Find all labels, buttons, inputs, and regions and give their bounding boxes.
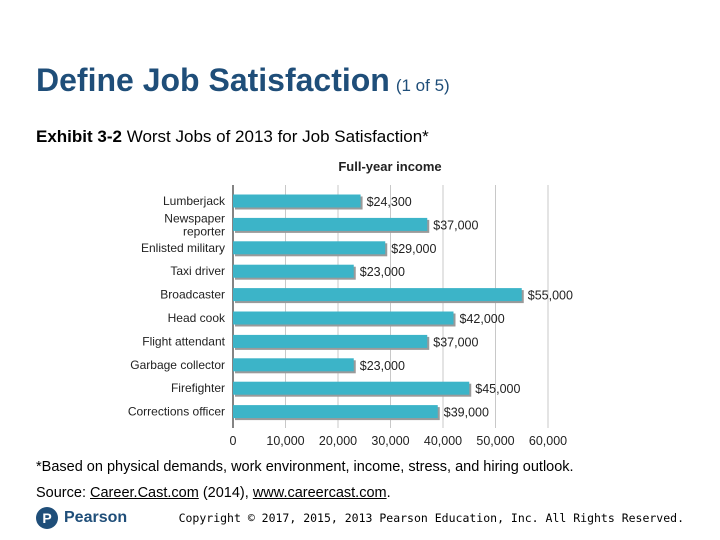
category-label: Firefighter [171, 381, 225, 395]
category-label: Newspaper [164, 211, 225, 225]
bar [233, 194, 361, 208]
bar [233, 264, 354, 278]
category-label: Garbage collector [130, 358, 225, 372]
bar-value-label: $29,000 [391, 242, 436, 256]
bar-value-label: $37,000 [433, 335, 478, 349]
copyright-notice: Copyright © 2017, 2015, 2013 Pearson Edu… [178, 511, 684, 525]
category-label: Broadcaster [160, 288, 225, 302]
slide-title-text: Define Job Satisfaction [36, 62, 390, 98]
x-tick-label: 50,000 [476, 434, 514, 448]
bar-value-label: $55,000 [528, 289, 573, 303]
category-label: Head cook [168, 311, 226, 325]
bar [233, 311, 454, 325]
x-tick-label: 30,000 [371, 434, 409, 448]
bar [233, 405, 438, 419]
footnote: *Based on physical demands, work environ… [36, 459, 574, 475]
exhibit-number: Exhibit 3-2 [36, 127, 122, 146]
pearson-logo: P Pearson [36, 507, 127, 529]
bar-value-label: $23,000 [360, 359, 405, 373]
pearson-logo-icon: P [36, 507, 58, 529]
slide-part-indicator: (1 of 5) [395, 76, 450, 95]
bar-value-label: $45,000 [475, 382, 520, 396]
x-tick-label: 10,000 [266, 434, 304, 448]
bar-value-label: $23,000 [360, 265, 405, 279]
category-label: Corrections officer [128, 405, 225, 419]
category-label: Flight attendant [142, 334, 225, 348]
source-prefix: Source: [36, 485, 86, 501]
category-label: Taxi driver [170, 264, 225, 278]
bar-value-label: $37,000 [433, 218, 478, 232]
bar [233, 334, 428, 348]
slide-title: Define Job Satisfaction (1 of 5) [36, 62, 450, 99]
category-label: Lumberjack [163, 194, 226, 208]
x-tick-label: 0 [230, 434, 237, 448]
bar [233, 358, 354, 372]
income-bar-chart: Full-year income 0 10,000 20,000 30,000 40,00… [128, 159, 573, 448]
x-tick-label: 40,000 [424, 434, 462, 448]
chart-title: Full-year income [338, 159, 441, 174]
x-tick-label: 20,000 [319, 434, 357, 448]
source-year: (2014), [202, 485, 249, 501]
category-label: Enlisted military [141, 241, 225, 255]
source-line: Source: Career.Cast.com (2014), www.care… [36, 485, 391, 501]
category-label: reporter [183, 224, 225, 238]
source-end: . [386, 485, 391, 501]
bar-value-label: $24,300 [367, 195, 412, 209]
bar [233, 217, 428, 231]
bar-value-label: $39,000 [444, 406, 489, 420]
careercast-url-link[interactable]: www.careercast.com [252, 485, 387, 501]
exhibit-title: Worst Jobs of 2013 for Job Satisfaction* [126, 127, 429, 146]
pearson-logo-text: Pearson [64, 509, 128, 526]
bar [233, 381, 470, 395]
x-tick-label: 60,000 [529, 434, 567, 448]
bar [233, 241, 386, 255]
bar-value-label: $42,000 [460, 312, 505, 326]
exhibit-caption: Exhibit 3-2 Worst Jobs of 2013 for Job S… [36, 127, 429, 147]
careercast-link[interactable]: Career.Cast.com [90, 485, 199, 501]
bar [233, 288, 522, 302]
